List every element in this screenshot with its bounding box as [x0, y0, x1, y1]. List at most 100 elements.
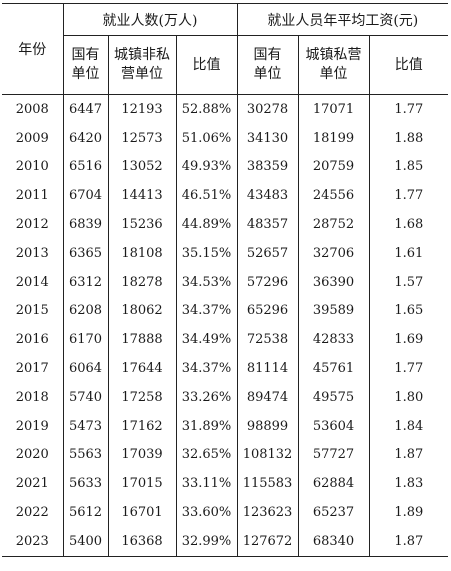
- year-cell: 2019: [15, 418, 49, 434]
- table-row: 2022 5612 16701 33.60% 123623 65237 1.89: [2, 498, 449, 527]
- year-cell: 2017: [15, 361, 49, 377]
- nonprivate-urban-employment-cell: 18278: [107, 267, 176, 297]
- state-owned-employment-cell: 6170: [62, 325, 108, 355]
- year-cell: 2013: [15, 245, 49, 261]
- year-cell: 2011: [15, 188, 49, 204]
- private-urban-wage-header: 城镇私营 单位: [297, 35, 370, 95]
- employment-ratio-cell: 44.89%: [175, 210, 238, 239]
- header-line: 国有: [253, 47, 282, 63]
- private-urban-wage-cell: 32706: [297, 238, 370, 268]
- table-row: 2016 6170 17888 34.49% 72538 42833 1.69: [2, 325, 449, 355]
- year-cell: 2015: [15, 303, 49, 319]
- state-owned-employment-cell: 6312: [62, 267, 108, 297]
- year-cell: 2014: [15, 274, 49, 290]
- nonprivate-urban-employment-cell: 17258: [107, 382, 176, 412]
- employment-ratio-cell: 52.88%: [175, 94, 238, 124]
- employment-wage-table: 年份 就业人数(万人) 就业人员年平均工资(元) 国有 单位 城镇非私 营单位 比值…: [2, 3, 449, 557]
- state-owned-wage-cell: 108132: [236, 440, 299, 470]
- state-owned-wage-cell: 98899: [236, 411, 299, 441]
- wage-ratio-cell: 1.77: [368, 181, 449, 211]
- table-row: 2011 6704 14413 46.51% 43483 24556 1.77: [2, 181, 449, 211]
- year-cell: 2010: [15, 159, 49, 175]
- wage-ratio-cell: 1.77: [368, 354, 449, 383]
- private-urban-wage-cell: 53604: [297, 411, 370, 441]
- nonprivate-urban-employment-cell: 16368: [107, 526, 176, 557]
- wage-ratio-cell: 1.87: [368, 526, 449, 557]
- employment-ratio-cell: 32.99%: [175, 526, 238, 557]
- employment-ratio-cell: 32.65%: [175, 440, 238, 470]
- nonprivate-urban-employment-header: 城镇非私 营单位: [107, 35, 176, 95]
- table-row: 2023 5400 16368 32.99% 127672 68340 1.87: [2, 526, 449, 557]
- table-row: 2013 6365 18108 35.15% 52657 32706 1.61: [2, 238, 449, 268]
- header-line: 营单位: [121, 66, 163, 82]
- nonprivate-urban-employment-cell: 17162: [107, 411, 176, 441]
- year-cell: 2022: [15, 505, 49, 521]
- wage-ratio-cell: 1.88: [368, 123, 449, 153]
- employment-ratio-cell: 51.06%: [175, 123, 238, 153]
- wage-ratio-cell: 1.57: [368, 267, 449, 297]
- year-cell: 2021: [15, 476, 49, 492]
- private-urban-wage-cell: 49575: [297, 382, 370, 412]
- wage-ratio-cell: 1.61: [368, 238, 449, 268]
- table-row: 2015 6208 18062 34.37% 65296 39589 1.65: [2, 296, 449, 326]
- state-owned-wage-cell: 72538: [236, 325, 299, 355]
- state-owned-employment-cell: 6839: [62, 210, 108, 239]
- year-cell: 2020: [15, 447, 49, 463]
- table-row: 2021 5633 17015 33.11% 115583 62884 1.83: [2, 469, 449, 499]
- table-row: 2017 6064 17644 34.37% 81114 45761 1.77: [2, 354, 449, 383]
- private-urban-wage-cell: 18199: [297, 123, 370, 153]
- year-cell: 2023: [15, 533, 49, 549]
- wage-ratio-cell: 1.84: [368, 411, 449, 441]
- state-owned-employment-cell: 5612: [62, 498, 108, 527]
- state-owned-employment-cell: 6420: [62, 123, 108, 153]
- state-owned-wage-cell: 127672: [236, 526, 299, 557]
- year-cell: 2018: [15, 389, 49, 405]
- header-line: 单位: [253, 66, 282, 82]
- nonprivate-urban-employment-cell: 17015: [107, 469, 176, 499]
- table-row: 2009 6420 12573 51.06% 34130 18199 1.88: [2, 123, 449, 153]
- table-row: 2012 6839 15236 44.89% 48357 28752 1.68: [2, 210, 449, 239]
- nonprivate-urban-employment-cell: 18108: [107, 238, 176, 268]
- table-row: 2020 5563 17039 32.65% 108132 57727 1.87: [2, 440, 449, 470]
- state-owned-wage-header: 国有 单位: [236, 35, 299, 95]
- state-owned-wage-cell: 89474: [236, 382, 299, 412]
- employment-ratio-cell: 33.60%: [175, 498, 238, 527]
- private-urban-wage-cell: 36390: [297, 267, 370, 297]
- nonprivate-urban-employment-cell: 17039: [107, 440, 176, 470]
- wage-ratio-cell: 1.77: [368, 94, 449, 124]
- state-owned-employment-cell: 5473: [62, 411, 108, 441]
- nonprivate-urban-employment-cell: 18062: [107, 296, 176, 326]
- year-cell: 2012: [15, 217, 49, 233]
- state-owned-employment-cell: 6516: [62, 152, 108, 182]
- employment-ratio-cell: 49.93%: [175, 152, 238, 182]
- table-row: 2018 5740 17258 33.26% 89474 49575 1.80: [2, 382, 449, 412]
- private-urban-wage-cell: 65237: [297, 498, 370, 527]
- table-body: 2008 6447 12193 52.88% 30278 17071 1.77 2009 642…: [2, 94, 449, 557]
- employment-ratio-cell: 31.89%: [175, 411, 238, 441]
- state-owned-employment-cell: 5400: [62, 526, 108, 557]
- table-row: 2010 6516 13052 49.93% 38359 20759 1.85: [2, 152, 449, 182]
- state-owned-employment-header: 国有 单位: [62, 35, 108, 95]
- state-owned-wage-cell: 38359: [236, 152, 299, 182]
- table-row: 2008 6447 12193 52.88% 30278 17071 1.77: [2, 94, 449, 124]
- wage-ratio-cell: 1.87: [368, 440, 449, 470]
- employment-ratio-cell: 34.53%: [175, 267, 238, 297]
- state-owned-wage-cell: 30278: [236, 94, 299, 124]
- nonprivate-urban-employment-cell: 16701: [107, 498, 176, 527]
- private-urban-wage-cell: 17071: [297, 94, 370, 124]
- year-cell: 2016: [15, 332, 49, 348]
- employment-ratio-cell: 33.26%: [175, 382, 238, 412]
- header-line: 单位: [71, 66, 100, 82]
- wage-ratio-cell: 1.68: [368, 210, 449, 239]
- employment-ratio-cell: 35.15%: [175, 238, 238, 268]
- nonprivate-urban-employment-cell: 12193: [107, 94, 176, 124]
- wage-ratio-cell: 1.65: [368, 296, 449, 326]
- year-cell: 2008: [15, 101, 49, 117]
- state-owned-wage-cell: 52657: [236, 238, 299, 268]
- state-owned-employment-cell: 6365: [62, 238, 108, 268]
- wage-ratio-cell: 1.69: [368, 325, 449, 355]
- nonprivate-urban-employment-cell: 17888: [107, 325, 176, 355]
- private-urban-wage-cell: 20759: [297, 152, 370, 182]
- state-owned-wage-cell: 65296: [236, 296, 299, 326]
- nonprivate-urban-employment-cell: 12573: [107, 123, 176, 153]
